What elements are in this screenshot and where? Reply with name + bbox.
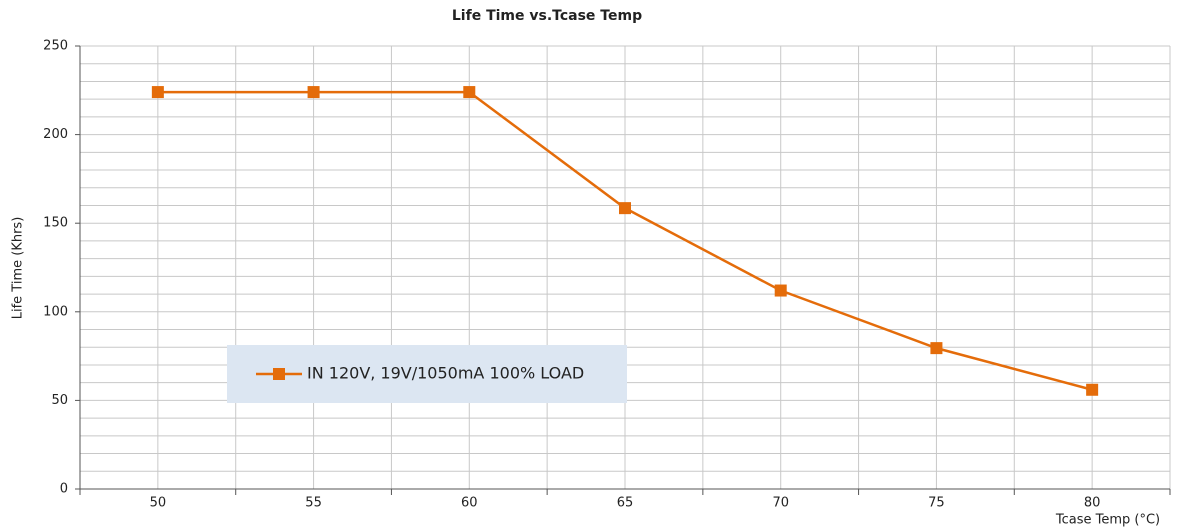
marker [930, 342, 943, 355]
legend-label: IN 120V, 19V/1050mA 100% LOAD [307, 364, 584, 383]
x-tick-label: 75 [928, 496, 945, 511]
y-axis-label: Life Time (Khrs) [11, 217, 26, 320]
y-tick-label: 200 [43, 127, 68, 142]
y-tick-label: 100 [43, 304, 68, 319]
x-tick-label: 60 [461, 496, 478, 511]
y-tick-label: 0 [60, 482, 68, 497]
x-tick-label: 70 [772, 496, 789, 511]
legend-marker [273, 368, 285, 380]
x-axis-label: Tcase Temp (°C) [1055, 513, 1160, 528]
x-tick-label: 50 [150, 496, 167, 511]
x-tick-label: 55 [305, 496, 322, 511]
y-tick-label: 50 [51, 393, 68, 408]
x-tick-label: 65 [617, 496, 634, 511]
x-tick-label: 80 [1084, 496, 1101, 511]
y-tick-label: 150 [43, 216, 68, 231]
marker [463, 86, 476, 99]
y-tick-label: 250 [43, 39, 68, 54]
marker [619, 202, 631, 215]
marker [1086, 383, 1099, 396]
marker [151, 86, 164, 99]
marker [774, 284, 787, 297]
marker [307, 86, 320, 99]
chart-title: Life Time vs.Tcase Temp [452, 8, 642, 24]
